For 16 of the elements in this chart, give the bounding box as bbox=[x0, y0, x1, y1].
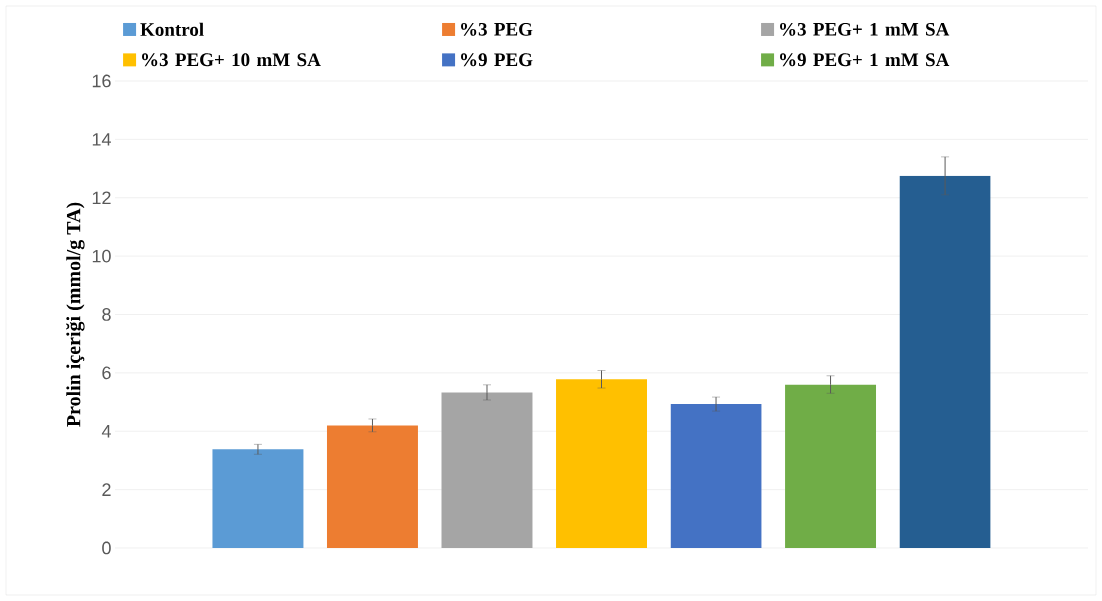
y-tick-label: 4 bbox=[101, 425, 111, 438]
legend-label: Kontrol bbox=[140, 22, 204, 36]
y-tick-label: 14 bbox=[92, 133, 111, 146]
legend-label: %3 PEG+ 10 mM SA bbox=[142, 53, 321, 67]
y-tick-label: 16 bbox=[92, 74, 111, 88]
y-tick-label: 6 bbox=[102, 366, 111, 380]
y-tick-label: 10 bbox=[92, 249, 111, 263]
y-tick-label: 8 bbox=[102, 308, 111, 321]
legend-label: %9 PEG+ 1 mM SA bbox=[780, 53, 950, 67]
y-tick-label: 0 bbox=[102, 541, 111, 555]
legend-label: %9 PEG bbox=[461, 53, 533, 67]
legend-label: %3 PEG+ 1 mM SA bbox=[780, 22, 950, 36]
y-tick-label: 2 bbox=[102, 483, 111, 496]
legend-label: %3 PEG bbox=[461, 22, 533, 36]
y-tick-label: 12 bbox=[92, 191, 111, 205]
y-axis-title: Prolin içeriği (mmol/g TA) bbox=[66, 202, 85, 427]
